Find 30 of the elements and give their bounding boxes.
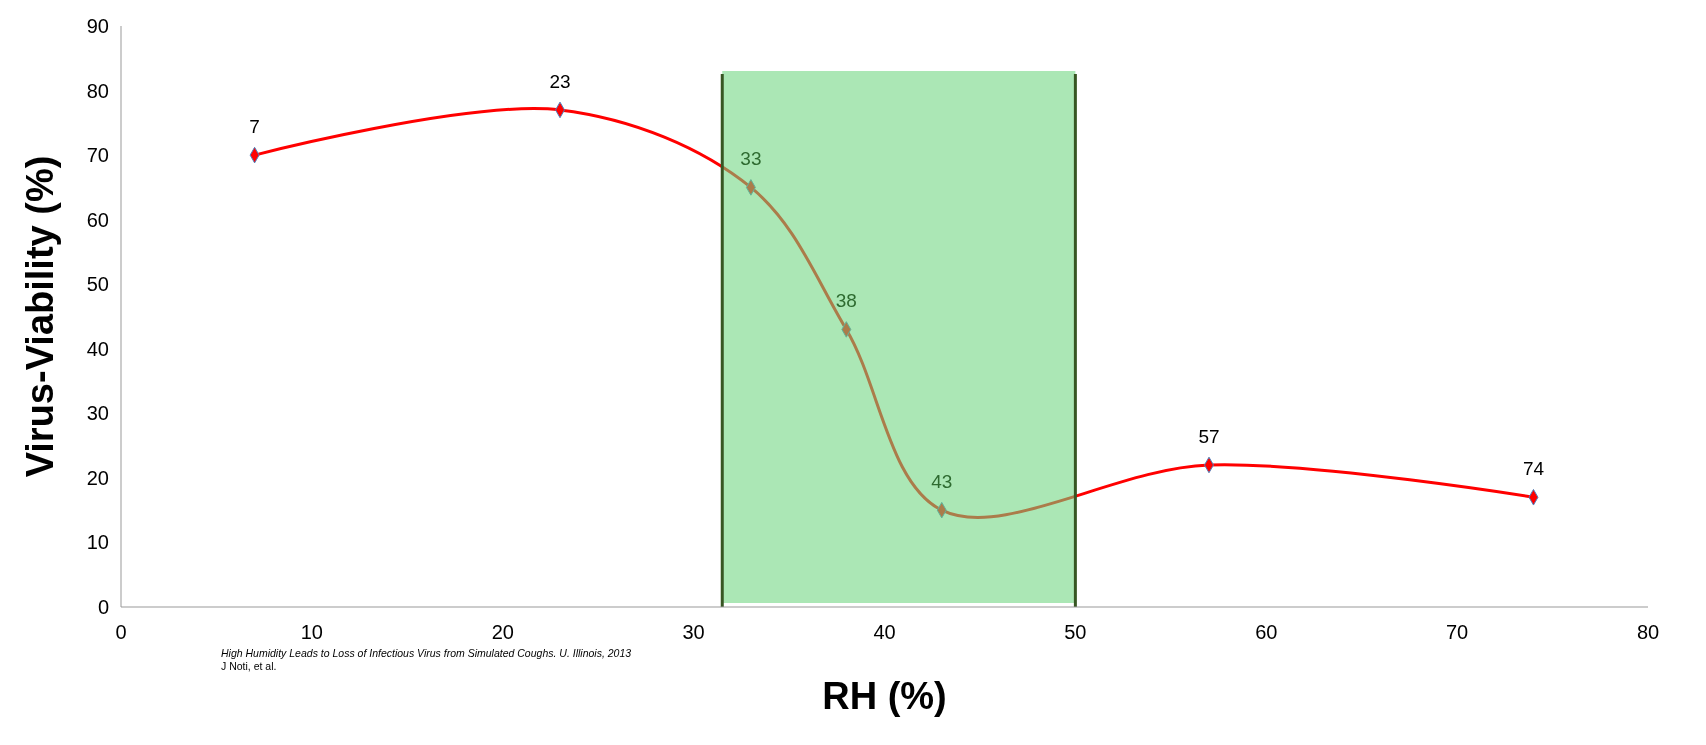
- x-tick-label: 30: [682, 621, 705, 643]
- x-tick-label: 70: [1446, 621, 1469, 643]
- x-tick-label: 0: [115, 621, 127, 643]
- text: High Humidity Leads to Loss of Infectious Virus from Simulated Coughs. U. Illinois, 2013: [221, 647, 632, 659]
- y-tick-label: 70: [86, 144, 109, 167]
- x-axis-title: RH (%): [822, 675, 947, 717]
- annotation: 74: [1522, 458, 1545, 480]
- y-tick-label: 0: [97, 596, 109, 618]
- annotation: 38: [835, 290, 857, 312]
- x-tick-label: 50: [1064, 621, 1087, 643]
- y-tick-label: 30: [86, 402, 109, 425]
- y-tick-label: 40: [86, 337, 109, 360]
- x-tick-label: 40: [873, 621, 896, 643]
- x-tick-label: 60: [1255, 621, 1278, 643]
- y-tick-label: 90: [86, 15, 109, 37]
- y-axis-title: Virus-Viability (%): [19, 155, 61, 478]
- y-tick-label: 80: [86, 79, 109, 102]
- y-tick-label: 10: [86, 531, 109, 554]
- annotation: 33: [740, 148, 762, 170]
- y-tick-label: 60: [86, 208, 109, 231]
- annotation: 43: [931, 471, 953, 493]
- text: J Noti, et al.: [221, 660, 277, 672]
- annotation: 57: [1198, 425, 1220, 447]
- y-tick-label: 20: [86, 466, 109, 489]
- annotation: 23: [549, 70, 571, 92]
- x-tick-label: 10: [300, 621, 323, 643]
- annotation: 7: [249, 116, 260, 138]
- x-tick-label: 80: [1636, 621, 1660, 643]
- x-tick-label: 20: [491, 621, 514, 643]
- y-tick-label: 50: [86, 273, 109, 296]
